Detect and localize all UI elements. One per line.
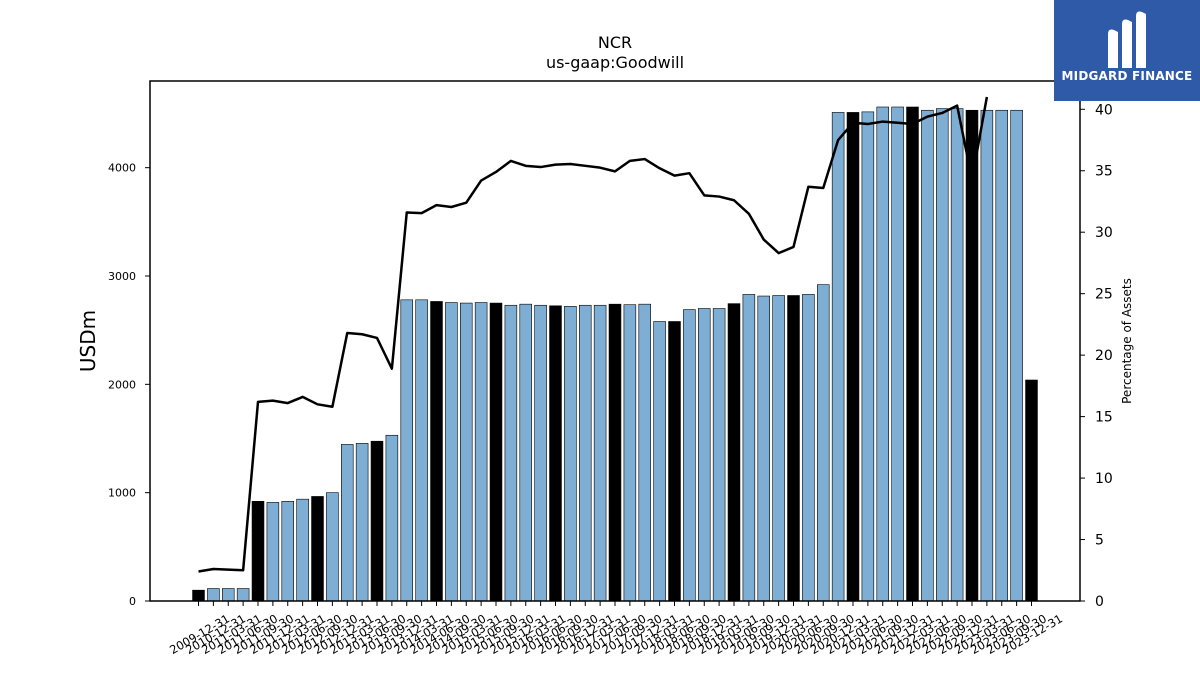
- y2-tick-label: 35: [1095, 164, 1113, 180]
- bar: [950, 108, 964, 602]
- bar: [504, 304, 518, 602]
- y2-axis-label: Percentage of Assets: [1120, 278, 1134, 404]
- bar: [757, 295, 770, 602]
- bar: [266, 502, 280, 602]
- chart-subtitle: us-gaap:Goodwill: [546, 53, 684, 72]
- y2-tick-label: 40: [1095, 102, 1113, 118]
- bar: [787, 295, 800, 602]
- bar: [608, 303, 622, 602]
- bar: [192, 589, 205, 602]
- bar: [355, 443, 369, 602]
- y-tick-label: 1000: [108, 487, 136, 500]
- bar: [534, 304, 547, 602]
- percentage-line: [198, 96, 989, 573]
- bar: [921, 109, 934, 602]
- bar: [519, 303, 532, 602]
- bar: [311, 496, 324, 602]
- bars-group: [192, 106, 1038, 602]
- bar: [846, 112, 860, 602]
- bar: [980, 109, 994, 602]
- y2-tick-label: 10: [1095, 471, 1113, 487]
- bar: [251, 501, 265, 602]
- bar: [623, 304, 637, 602]
- bar: [742, 294, 756, 602]
- y-tick-label: 0: [129, 595, 136, 608]
- x-axis: 2009-12-312010-12-312011-03-312011-06-30…: [167, 601, 1065, 657]
- bar: [995, 109, 1008, 602]
- y2-tick-label: 25: [1095, 287, 1113, 303]
- y2-tick-label: 30: [1095, 225, 1113, 241]
- left-axis: 0 1000 2000 3000 4000: [108, 162, 150, 608]
- bar: [222, 588, 235, 602]
- bar: [564, 306, 577, 602]
- bar: [965, 109, 979, 602]
- bar: [593, 304, 607, 602]
- bar: [772, 295, 785, 602]
- bar: [236, 588, 250, 602]
- y2-tick-label: 5: [1095, 533, 1104, 549]
- bar: [683, 309, 696, 602]
- bar: [816, 284, 830, 602]
- bar: [891, 106, 904, 602]
- y2-tick-label: 15: [1095, 410, 1113, 426]
- bar: [459, 302, 473, 602]
- bar: [653, 321, 666, 602]
- bar: [578, 304, 592, 602]
- bar: [906, 106, 919, 602]
- bar: [638, 303, 651, 602]
- bar: [802, 294, 815, 602]
- y2-tick-label: 20: [1095, 348, 1113, 364]
- bar: [400, 299, 413, 602]
- bar: [1025, 379, 1038, 602]
- bar: [430, 301, 443, 602]
- bar: [712, 308, 726, 602]
- brand-name: MIDGARD FINANCE: [1061, 69, 1193, 83]
- bar: [415, 299, 428, 602]
- y-axis-label: USDm: [76, 310, 100, 372]
- bar: [296, 498, 309, 602]
- bar: [340, 444, 354, 602]
- bar: [385, 434, 399, 602]
- bar: [474, 302, 488, 602]
- bar: [326, 492, 339, 602]
- bar: [727, 303, 741, 602]
- line-group: [198, 96, 989, 573]
- bar: [549, 305, 562, 602]
- bar: [207, 588, 220, 602]
- bar: [445, 302, 458, 602]
- bar: [370, 440, 384, 602]
- bar: [935, 108, 949, 602]
- bar: [861, 111, 875, 602]
- bar: [489, 302, 503, 602]
- y-tick-label: 4000: [108, 162, 136, 175]
- y2-tick-label: 0: [1095, 594, 1104, 610]
- midgard-logo-icon: [1108, 11, 1146, 68]
- bar: [697, 308, 711, 602]
- y-tick-label: 2000: [108, 378, 136, 391]
- brand-logo: MIDGARD FINANCE: [1054, 0, 1200, 101]
- y-tick-label: 3000: [108, 270, 136, 283]
- right-axis: 0 5 10 15 20 25 30 35 40: [1080, 102, 1113, 610]
- bar: [831, 112, 845, 602]
- chart-title: NCR: [598, 33, 632, 52]
- bar: [668, 321, 681, 602]
- bar: [876, 106, 889, 602]
- bar: [281, 501, 294, 602]
- bar: [1010, 109, 1023, 602]
